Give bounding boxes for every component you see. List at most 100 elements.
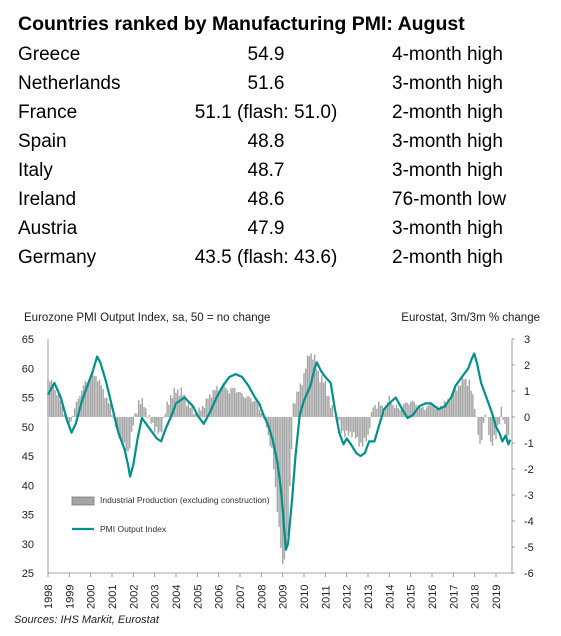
industrial-production-bar xyxy=(137,400,140,417)
industrial-production-bar xyxy=(196,416,199,418)
industrial-production-bar xyxy=(482,417,485,423)
industrial-production-bar xyxy=(498,417,501,424)
left-tick-label: 60 xyxy=(22,363,34,375)
x-tick-label: 2015 xyxy=(406,585,418,609)
industrial-production-bar xyxy=(132,417,135,426)
industrial-production-bar xyxy=(251,402,254,417)
industrial-production-bar xyxy=(433,406,435,417)
note-cell: 4-month high xyxy=(392,44,503,65)
industrial-production-bar xyxy=(438,407,440,417)
industrial-production-bar xyxy=(207,398,209,417)
x-tick-label: 2000 xyxy=(86,585,98,609)
country-cell: Greece xyxy=(18,44,81,65)
industrial-production-bar xyxy=(367,417,369,435)
industrial-production-bar xyxy=(417,408,419,417)
industrial-production-bar xyxy=(258,409,261,417)
industrial-production-bar xyxy=(441,407,444,417)
industrial-production-bar xyxy=(321,375,323,417)
industrial-production-bar xyxy=(347,417,350,436)
pmi-output-index-line xyxy=(47,352,512,551)
industrial-production-bar xyxy=(429,401,431,417)
table-row: Netherlands 51.6 3-month high xyxy=(0,73,561,102)
industrial-production-bar xyxy=(497,417,499,426)
value-cell: 48.6 xyxy=(247,189,285,210)
industrial-production-bar xyxy=(376,408,378,417)
industrial-production-bar xyxy=(505,417,508,443)
industrial-production-bar xyxy=(301,385,303,417)
industrial-production-bar xyxy=(118,417,120,438)
industrial-production-bar xyxy=(351,417,353,438)
industrial-production-bar xyxy=(331,405,334,417)
industrial-production-bar xyxy=(319,382,321,417)
industrial-production-bar xyxy=(353,417,355,433)
industrial-production-bar xyxy=(219,388,222,417)
industrial-production-bar xyxy=(296,391,298,417)
industrial-production-bar xyxy=(493,417,495,436)
right-tick-label: -3 xyxy=(524,490,534,502)
industrial-production-bar xyxy=(395,404,398,417)
value-cell: 51.1 (flash: 51.0) xyxy=(194,102,338,123)
left-tick-label: 40 xyxy=(22,480,34,492)
value-cell: 48.8 xyxy=(247,131,285,152)
industrial-production-bar xyxy=(504,417,506,424)
industrial-production-bar xyxy=(56,395,58,417)
industrial-production-bar xyxy=(161,417,163,433)
industrial-production-bar xyxy=(299,383,302,417)
industrial-production-bar xyxy=(230,388,232,417)
x-tick-label: 2013 xyxy=(363,585,375,609)
industrial-production-bar xyxy=(88,379,90,417)
industrial-production-bar xyxy=(422,407,424,417)
industrial-production-bar xyxy=(66,417,69,419)
industrial-production-bar xyxy=(406,402,408,417)
country-cell: Germany xyxy=(18,247,97,268)
industrial-production-bar xyxy=(390,403,392,417)
source-note: Sources: IHS Markit, Eurostat xyxy=(14,614,159,626)
industrial-production-bar xyxy=(333,416,335,417)
industrial-production-bar xyxy=(297,391,300,417)
right-tick-label: 2 xyxy=(524,360,530,372)
industrial-production-bar xyxy=(82,385,85,417)
legend-pmi-output-index: PMI Output Index xyxy=(100,524,167,534)
table-row: France 51.1 (flash: 51.0) 2-month high xyxy=(0,102,561,131)
industrial-production-bar xyxy=(420,407,423,417)
industrial-production-bar xyxy=(360,417,362,443)
value-cell: 43.5 (flash: 43.6) xyxy=(194,247,338,268)
industrial-production-bar xyxy=(315,368,318,417)
industrial-production-bar xyxy=(338,417,341,420)
industrial-production-bar xyxy=(201,405,204,417)
industrial-production-bar xyxy=(413,401,415,417)
industrial-production-bar xyxy=(289,417,291,487)
industrial-production-bar xyxy=(93,375,95,417)
industrial-production-bar xyxy=(146,417,149,419)
industrial-production-bar xyxy=(57,393,60,417)
industrial-production-bar xyxy=(189,407,191,417)
industrial-production-bar xyxy=(136,413,138,417)
industrial-production-bar xyxy=(257,402,259,417)
industrial-production-bar xyxy=(255,400,257,417)
industrial-production-bar xyxy=(98,379,101,417)
country-cell: Spain xyxy=(18,131,67,152)
x-tick-label: 2014 xyxy=(384,585,396,609)
industrial-production-bar xyxy=(425,407,428,417)
industrial-production-bar xyxy=(500,406,503,417)
right-axis-title: Eurostat, 3m/3m % change xyxy=(401,312,540,324)
table-row: Austria 47.9 3-month high xyxy=(0,218,561,247)
industrial-production-bar xyxy=(168,404,170,417)
industrial-production-bar xyxy=(463,379,465,417)
industrial-production-bar xyxy=(239,392,241,417)
industrial-production-bar xyxy=(489,417,492,442)
industrial-production-bar xyxy=(150,417,152,424)
industrial-production-bar xyxy=(486,417,488,418)
industrial-production-bar xyxy=(216,386,218,417)
industrial-production-bar xyxy=(91,372,94,417)
industrial-production-bar xyxy=(205,398,207,417)
right-tick-label: -4 xyxy=(524,516,534,528)
x-tick-label: 2008 xyxy=(256,585,268,609)
country-cell: Austria xyxy=(18,218,78,239)
industrial-production-bar xyxy=(322,382,325,417)
industrial-production-bar xyxy=(285,417,287,546)
industrial-production-bar xyxy=(271,417,273,449)
value-cell: 51.6 xyxy=(247,73,285,94)
industrial-production-bar xyxy=(217,390,220,417)
note-cell: 3-month high xyxy=(392,160,503,181)
